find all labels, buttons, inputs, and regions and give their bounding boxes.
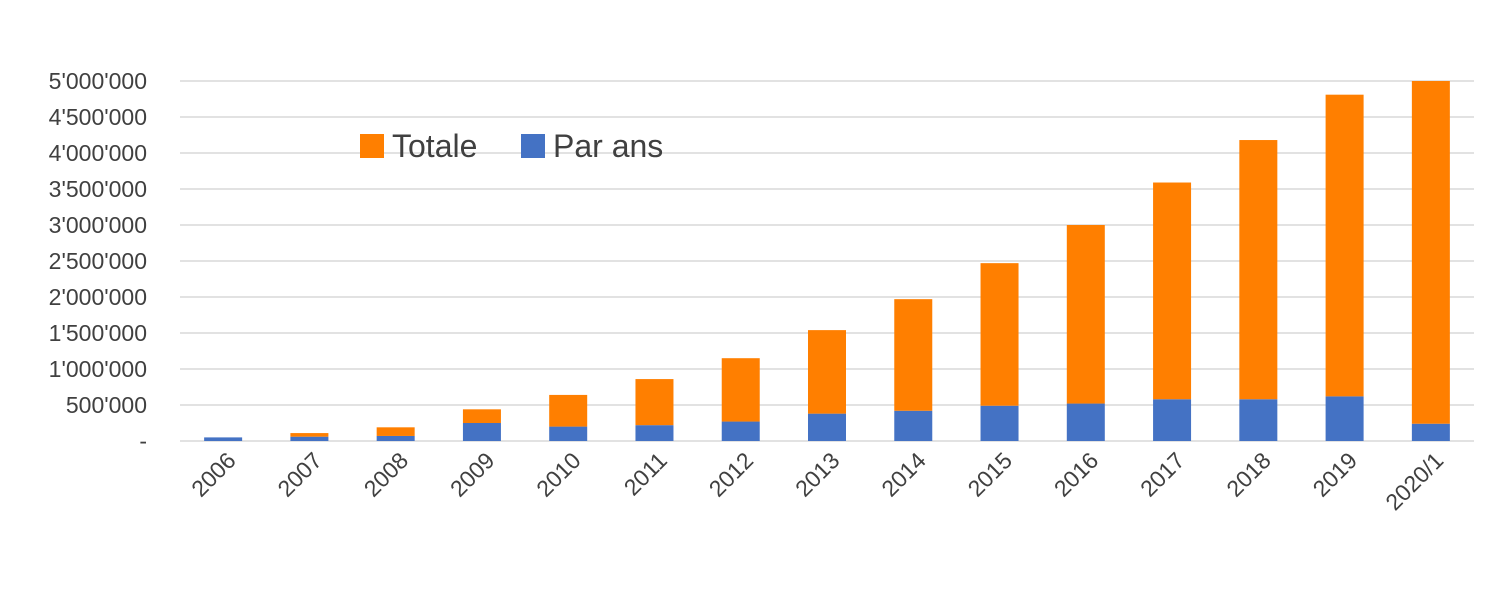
bar-par-ans-2017	[1153, 399, 1192, 441]
bar-par-ans-2019	[1325, 396, 1364, 441]
bar-totale-2007	[290, 433, 329, 437]
bar-par-ans-2014	[894, 410, 933, 441]
bar-par-ans-2009	[462, 423, 501, 441]
y-tick-label: 3'500'000	[49, 176, 147, 202]
bar-par-ans-2010	[549, 426, 588, 441]
x-tick-label: 2014	[876, 447, 931, 502]
y-tick-label: 4'500'000	[49, 104, 147, 130]
x-tick-label: 2020/1	[1380, 447, 1448, 515]
x-tick-label: 2015	[963, 447, 1018, 502]
bar-par-ans-2007	[290, 436, 329, 441]
bar-totale-2008	[376, 427, 415, 436]
y-tick-label: 1'500'000	[49, 320, 147, 346]
y-tick-label: -	[139, 428, 147, 454]
y-tick-label: 3'000'000	[49, 212, 147, 238]
bar-totale-2010	[549, 394, 588, 427]
bar-totale-2015	[980, 263, 1019, 406]
x-tick-label: 2011	[619, 447, 672, 500]
bar-par-ans-2015	[980, 405, 1019, 441]
x-tick-label: 2013	[790, 447, 845, 502]
x-tick-label: 2009	[445, 447, 500, 502]
legend-label-par-ans: Par ans	[553, 128, 663, 164]
x-tick-label: 2018	[1221, 447, 1276, 502]
bar-totale-2020-1	[1411, 81, 1450, 424]
x-axis-ticks: 2006 2007 2008 2009 2010 2011 2012 2013 2014 2015…	[186, 447, 1448, 515]
y-tick-label: 5'000'000	[49, 68, 147, 94]
x-tick-label: 2006	[186, 447, 241, 502]
x-tick-label: 2016	[1049, 447, 1104, 502]
legend-swatch-par-ans	[521, 134, 545, 158]
x-tick-label: 2007	[272, 447, 327, 502]
legend-swatch-totale	[360, 134, 384, 158]
y-tick-label: 500'000	[66, 392, 147, 418]
y-tick-label: 2'000'000	[49, 284, 147, 310]
bar-totale-2019	[1325, 94, 1364, 397]
bar-totale-2016	[1066, 225, 1105, 404]
bars	[204, 81, 1450, 441]
y-tick-label: 2'500'000	[49, 248, 147, 274]
bar-par-ans-2013	[808, 413, 846, 441]
x-tick-label: 2017	[1135, 447, 1190, 502]
bar-totale-2017	[1153, 182, 1192, 400]
bar-totale-2013	[808, 330, 846, 414]
x-tick-label: 2010	[531, 447, 586, 502]
bar-totale-2014	[894, 299, 933, 411]
bar-par-ans-2020-1	[1411, 423, 1450, 441]
bar-totale-2018	[1239, 140, 1278, 400]
x-tick-label: 2012	[704, 447, 759, 502]
bar-par-ans-2008	[376, 435, 415, 441]
bar-par-ans-2012	[721, 421, 760, 441]
bar-totale-2009	[462, 409, 501, 423]
y-tick-label: 4'000'000	[49, 140, 147, 166]
grid-lines	[180, 80, 1474, 442]
x-tick-label: 2019	[1308, 447, 1363, 502]
legend-label-totale: Totale	[392, 128, 477, 164]
bar-par-ans-2006	[204, 437, 243, 441]
x-tick-label: 2008	[359, 447, 414, 502]
bar-par-ans-2018	[1239, 399, 1278, 441]
bar-totale-2012	[721, 358, 760, 422]
bar-par-ans-2011	[635, 425, 674, 441]
bar-par-ans-2016	[1066, 403, 1105, 441]
y-tick-label: 1'000'000	[49, 356, 147, 382]
y-axis-ticks: - 500'000 1'000'000 1'500'000 2'000'000 2'500…	[49, 68, 147, 454]
bar-totale-2011	[635, 379, 674, 426]
legend: Totale Par ans	[360, 128, 663, 164]
